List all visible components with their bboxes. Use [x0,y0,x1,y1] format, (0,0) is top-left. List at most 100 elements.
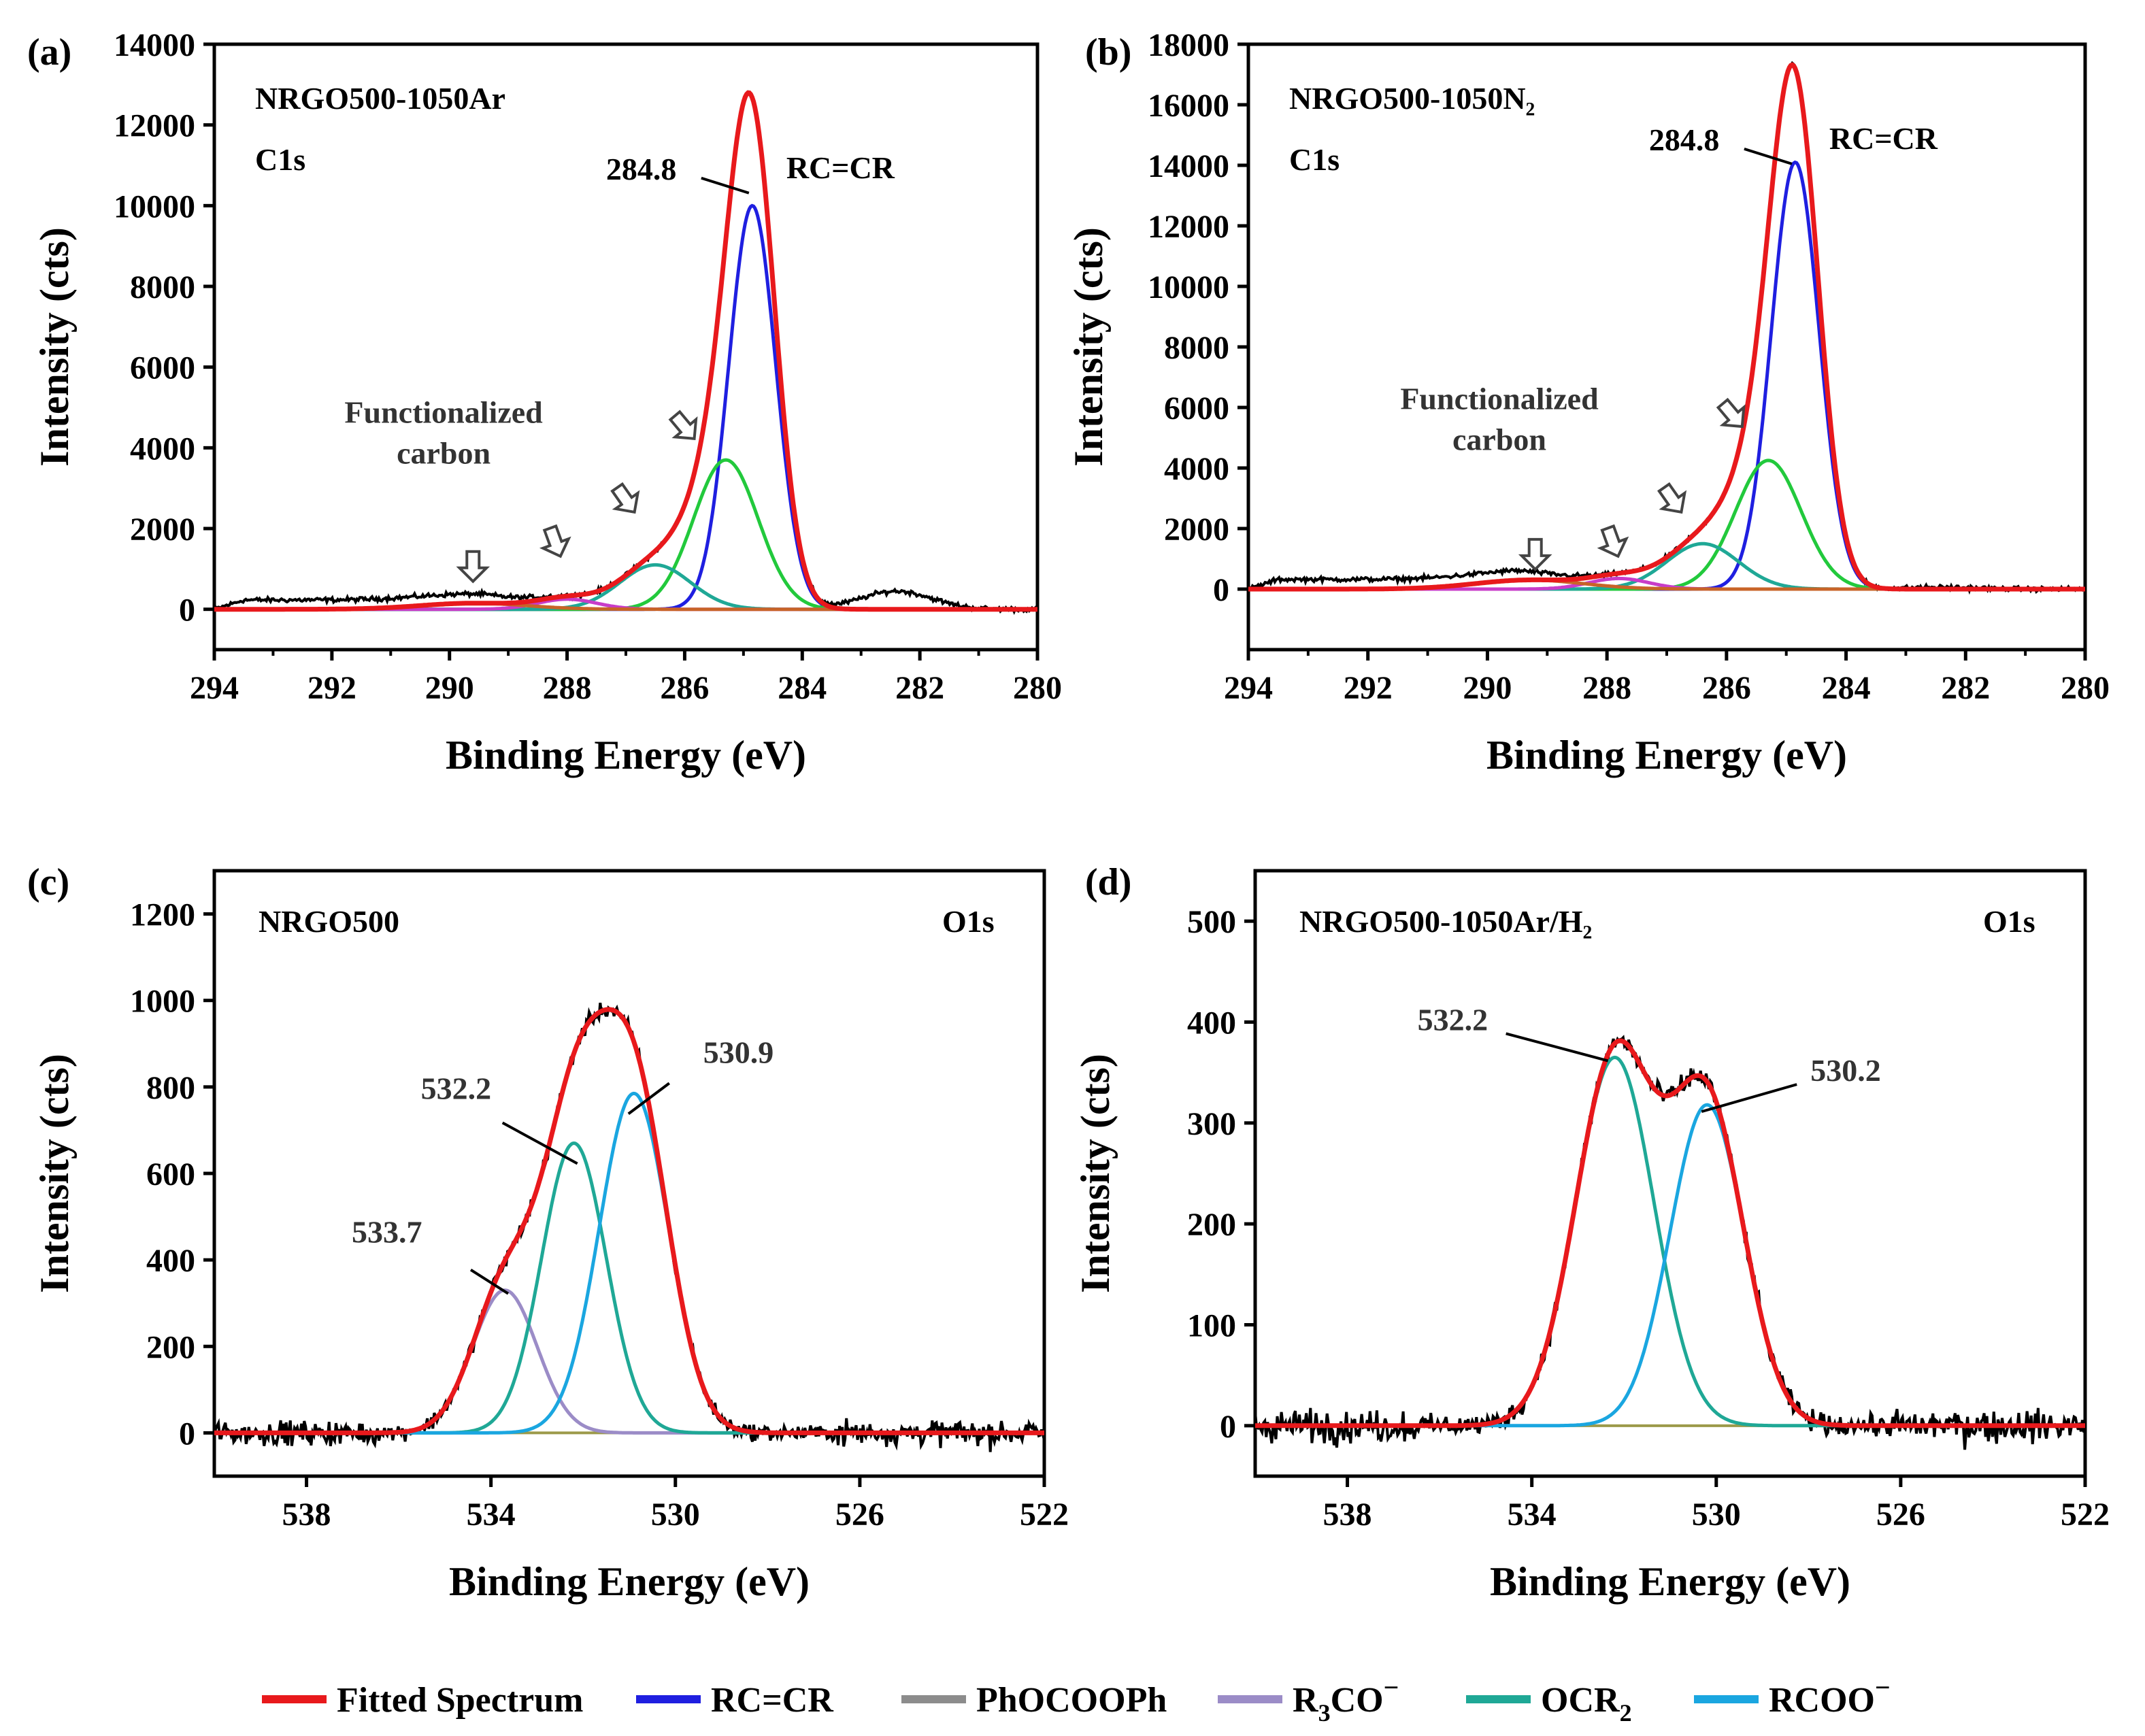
peak-label: 530.9 [703,1035,774,1069]
y-tick-label: 14000 [1148,148,1229,184]
region-label: O1s [942,904,995,939]
y-tick-label: 0 [1213,572,1229,608]
sample-label: NRGO500-1050Ar/H₂ [1299,904,1592,939]
peak-label: 532.2 [1418,1002,1489,1037]
x-tick-label: 530 [651,1497,700,1533]
y-tick-label: 300 [1187,1106,1236,1142]
peak-label: 530.2 [1810,1053,1881,1088]
x-tick-label: 280 [2061,670,2110,706]
plot-frame [212,869,1046,1478]
peak-leader [1506,1032,1609,1063]
down-arrow-icon [668,410,698,441]
down-arrow-icon [1657,482,1687,514]
x-tick-label: 530 [1692,1497,1741,1533]
series-component-peak [1248,541,2085,591]
peak-label: 532.2 [421,1071,492,1106]
y-axis-title: Intensity (cts) [32,1054,77,1293]
peak-leader [701,176,750,195]
x-tick-label: 286 [1702,670,1751,706]
peak-leader [1744,147,1793,165]
panel-label: (d) [1085,861,1131,903]
down-arrow-icon [1597,524,1629,558]
sample-label: NRGO500-1050N₂ [1289,81,1535,116]
down-arrow-icon [610,482,640,514]
series-component-peak [1255,1055,2085,1428]
region-label: O1s [1983,904,2035,939]
y-tick-label: 8000 [1164,330,1229,366]
x-tick-label: 286 [660,670,709,706]
y-tick-label: 14000 [114,27,195,63]
x-tick-label: 522 [2061,1497,2110,1533]
y-tick-label: 600 [146,1156,195,1192]
series-component-peak [1248,160,2085,591]
legend-label-ph: PhOCOOPh [976,1681,1167,1720]
down-arrow-icon [539,524,571,558]
y-tick-label: 0 [179,1416,195,1452]
sample-label: NRGO500 [259,904,399,939]
x-tick-label: 526 [835,1497,884,1533]
y-tick-label: 0 [1220,1409,1236,1445]
x-tick-label: 534 [1508,1497,1557,1533]
x-tick-label: 292 [1344,670,1393,706]
sample-label: NRGO500-1050Ar [255,81,505,116]
group-label: Functionalized [1400,382,1599,416]
x-tick-label: 284 [778,670,827,706]
y-tick-label: 400 [1187,1005,1236,1041]
series-fitted-spectrum [1248,62,2085,592]
y-tick-label: 200 [1187,1207,1236,1243]
down-arrow-icon [1518,537,1552,571]
y-tick-label: 18000 [1148,27,1229,63]
panel-d: (d) 0 100 200 300 400 500 538 534 530 526 522 Bindin… [1073,861,2110,1604]
down-arrow-icon [456,550,490,584]
y-axis-title: Intensity (cts) [1066,227,1111,467]
panel-c: (c) 0 200 400 600 800 1000 1200 538 534 530 526 522 B… [27,861,1069,1604]
legend-label-r3co: R3CO− [1293,1672,1399,1726]
series-raw-spectrum [1255,1035,2085,1450]
x-axis-title: Binding Energy (eV) [1490,1559,1850,1604]
series-component-peak [214,458,1037,612]
peak-name-label: RC=CR [786,150,895,185]
y-tick-label: 12000 [1148,209,1229,245]
series-component-peak [1248,458,2085,591]
y-tick-label: 6000 [130,350,195,386]
y-tick-label: 10000 [114,188,195,224]
x-tick-label: 294 [190,670,239,706]
x-axis-title: Binding Energy (eV) [449,1559,810,1604]
x-tick-label: 280 [1013,670,1062,706]
group-label: Functionalized [344,395,543,430]
y-tick-label: 1000 [130,984,195,1020]
y-tick-label: 1200 [130,897,195,933]
x-tick-label: 290 [1463,670,1512,706]
series-fitted-spectrum [214,90,1037,612]
panel-label: (b) [1085,31,1131,73]
series-component-peak [214,203,1037,612]
legend-label-rcoo: RCOO− [1769,1672,1891,1720]
region-label: C1s [255,142,305,177]
legend-label-ocr2: OCR2 [1541,1681,1632,1726]
peak-leader [501,1121,578,1165]
panel-label: (a) [27,31,71,73]
y-tick-label: 400 [146,1243,195,1279]
y-tick-label: 2000 [1164,512,1229,548]
series-fitted-spectrum [214,1007,1044,1435]
panel-a: (a) 0 2000 4000 6000 8000 10000 12000 14000 294 29… [27,27,1062,778]
plot-area [214,1002,1044,1452]
series-component-peak [1255,1103,2085,1428]
y-tick-label: 6000 [1164,390,1229,427]
x-tick-label: 294 [1224,670,1273,706]
legend: Fitted Spectrum RC=CR PhOCOOPh R3CO− OCR… [262,1672,1891,1726]
x-tick-label: 526 [1876,1497,1925,1533]
x-tick-label: 284 [1822,670,1871,706]
x-tick-label: 292 [307,670,356,706]
legend-label-fitted: Fitted Spectrum [337,1681,583,1720]
peak-label: 284.8 [1649,122,1720,157]
x-tick-label: 282 [1941,670,1990,706]
x-tick-label: 282 [895,670,944,706]
x-tick-label: 534 [467,1497,516,1533]
peak-leader [627,1082,670,1115]
plot-frame [212,42,1040,652]
x-tick-label: 538 [282,1497,331,1533]
peak-label: 533.7 [352,1215,422,1250]
plot-area [1248,61,2085,595]
